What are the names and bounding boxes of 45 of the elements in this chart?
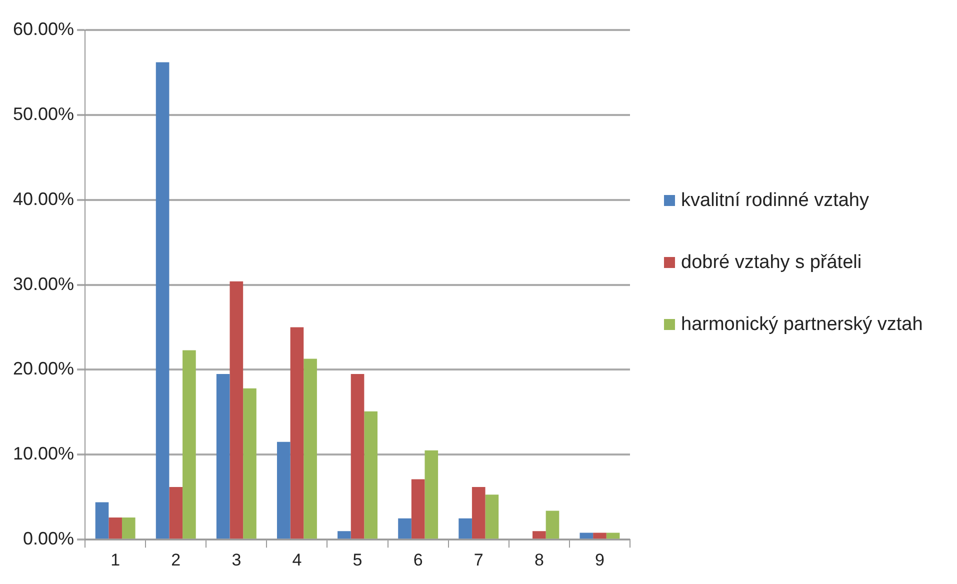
bar — [485, 494, 499, 539]
bar — [216, 374, 230, 539]
bar — [108, 518, 122, 539]
bar — [122, 518, 136, 539]
y-tick-label: 20.00% — [12, 358, 74, 379]
y-tick-label: 30.00% — [12, 274, 74, 294]
x-tick-label: 3 — [232, 550, 242, 570]
bar — [304, 358, 317, 539]
x-tick-label: 9 — [594, 550, 604, 570]
bar — [546, 510, 560, 539]
bar — [156, 62, 170, 539]
bar — [532, 531, 546, 539]
y-tick-label: 60.00% — [12, 18, 74, 39]
x-tick-label: 8 — [534, 550, 544, 570]
x-tick-label: 7 — [474, 550, 484, 570]
x-tick-label: 6 — [413, 550, 423, 570]
legend-label: harmonický partnerský vztah — [681, 314, 923, 336]
y-tick-label: 0.00% — [23, 528, 74, 549]
bar — [350, 374, 364, 539]
bar — [230, 281, 244, 539]
bar — [95, 502, 109, 539]
y-tick-label: 50.00% — [12, 104, 74, 124]
bar — [593, 532, 606, 539]
legend-label: kvalitní rodinné vztahy — [681, 190, 869, 212]
bar — [182, 350, 196, 539]
x-tick-label: 1 — [110, 550, 120, 570]
bar — [364, 411, 378, 539]
y-tick-label: 40.00% — [12, 188, 74, 209]
bar — [411, 479, 425, 539]
bar — [243, 388, 256, 539]
legend-label: dobré vztahy s přáteli — [681, 252, 862, 274]
bar — [472, 486, 486, 539]
x-tick-label: 2 — [171, 550, 181, 570]
bar — [169, 486, 183, 539]
y-tick-label: 10.00% — [12, 444, 74, 464]
bar — [424, 450, 438, 539]
x-tick-label: 5 — [352, 550, 362, 570]
bar — [458, 518, 472, 539]
bar — [290, 327, 304, 539]
x-tick-label: 4 — [292, 550, 302, 570]
bar — [580, 532, 594, 539]
bar — [338, 531, 351, 539]
bar — [276, 442, 290, 539]
bar — [398, 518, 412, 539]
bar — [606, 532, 620, 539]
